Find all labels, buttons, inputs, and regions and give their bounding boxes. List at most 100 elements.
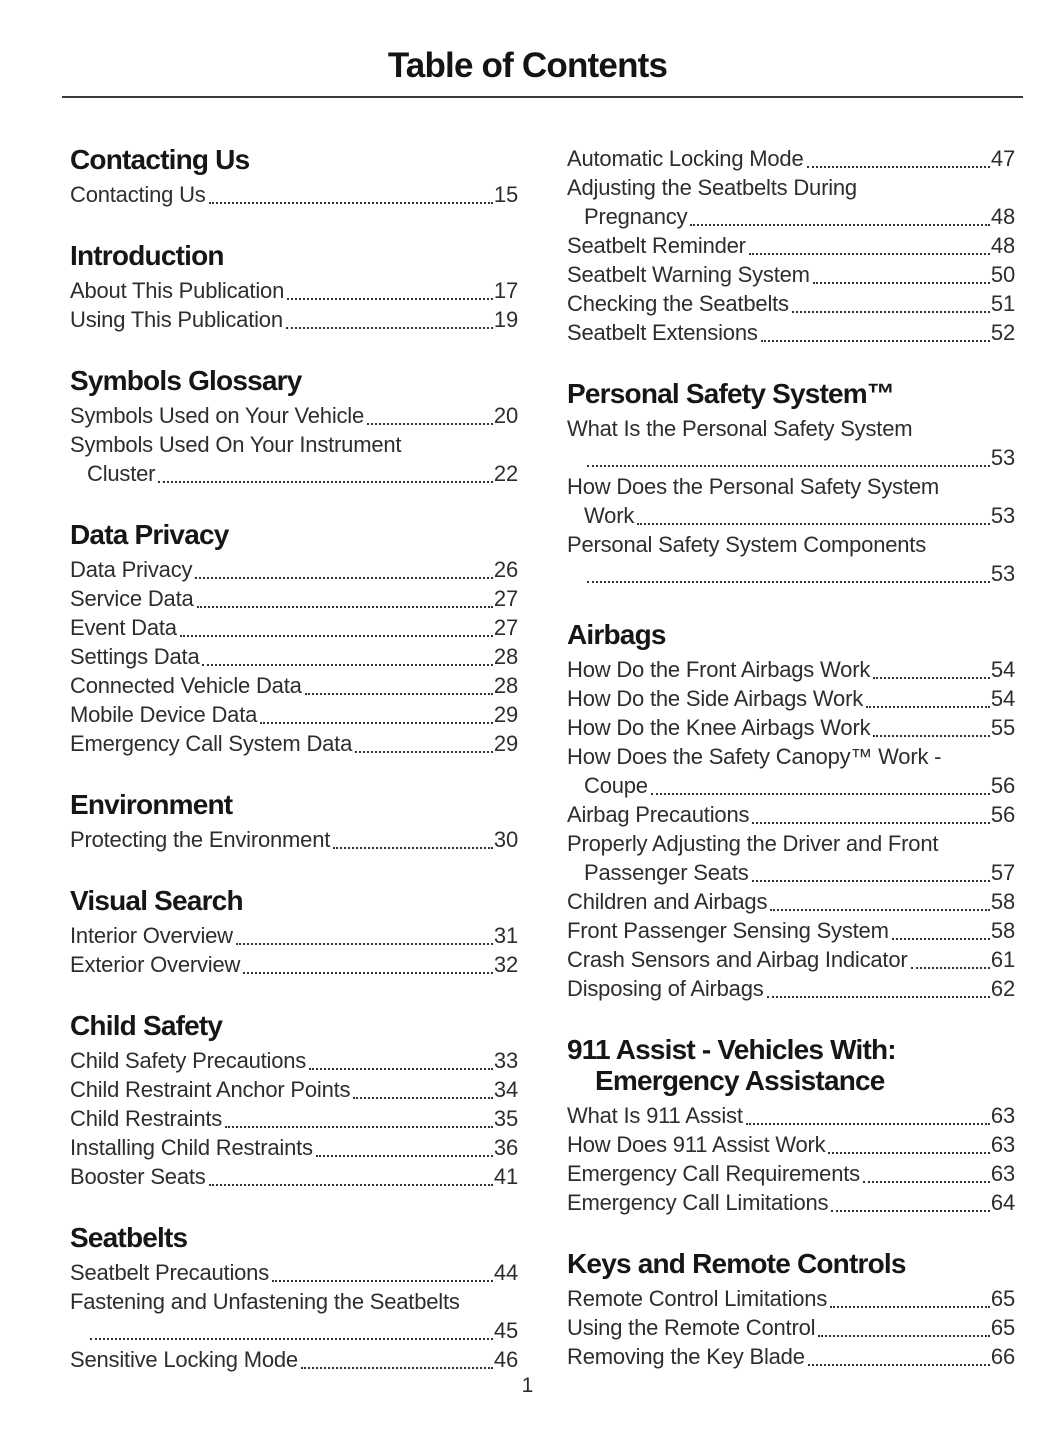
toc-entry-page: 28 [493,644,518,669]
dot-leader [650,793,990,795]
toc-entry-page: 29 [493,731,518,756]
toc-entry-row: Seatbelt Reminder 48 [567,231,1015,260]
section-heading-line: Child Safety [70,1010,223,1041]
toc-entry-page: 36 [493,1135,518,1160]
toc-entry-text: Remote Control Limitations [567,1286,828,1311]
dot-leader [179,635,493,637]
toc-entry: What Is 911 Assist 63 [567,1101,1015,1130]
dot-leader [202,664,493,666]
toc-entry-row: Airbag Precautions 56 [567,800,1015,829]
toc-entry-row: Seatbelt Warning System 50 [567,260,1015,289]
toc-entry-text: How Does 911 Assist Work [567,1132,826,1157]
toc-entry-row: Using the Remote Control 65 [567,1313,1015,1342]
toc-column-right: Automatic Locking Mode 47 Adjusting the Se… [567,144,1015,1405]
toc-entry-row: Protecting the Environment 30 [70,825,518,854]
page-title: Table of Contents [387,46,668,85]
toc-entry-row: About This Publication 17 [70,276,518,305]
toc-entry: Sensitive Locking Mode 46 [70,1345,518,1374]
toc-entry: Using the Remote Control 65 [567,1313,1015,1342]
dot-leader [355,751,493,753]
toc-entry: Crash Sensors and Airbag Indicator 61 [567,945,1015,974]
toc-entry-page: 35 [493,1106,518,1131]
toc-entry-page: 34 [493,1077,518,1102]
toc-entry-row: Using This Publication 19 [70,305,518,334]
toc-entry-row: Child Safety Precautions 33 [70,1046,518,1075]
toc-entry: Symbols Used On Your Instrument Cluster 22 [70,430,518,488]
dot-leader [760,340,990,342]
toc-entry-page: 58 [990,889,1015,914]
toc-entry-text: Seatbelt Extensions [567,320,758,345]
toc-entry-page: 22 [493,461,518,486]
toc-entry-text: Booster Seats [70,1164,206,1189]
toc-section: 911 Assist - Vehicles With: Emergency Ass… [567,1034,1015,1217]
toc-section: Keys and Remote Controls Remote Control L… [567,1248,1015,1371]
toc-entry: Front Passenger Sensing System 58 [567,916,1015,945]
section-heading: Airbags [567,619,1015,650]
section-heading-line: Contacting Us [70,144,250,175]
section-heading-line: Introduction [70,240,225,271]
dot-leader [272,1280,493,1282]
toc-entry-text: Symbols Used on Your Vehicle [70,403,365,428]
dot-leader [243,972,493,974]
toc-entry-row: Service Data 27 [70,584,518,613]
section-heading: Introduction [70,240,518,271]
toc-section: Environment Protecting the Environment 30 [70,789,518,854]
toc-entry-page: 53 [990,445,1015,470]
toc-entry: Settings Data 28 [70,642,518,671]
toc-entry-text: How Does the Personal Safety System [567,474,940,499]
toc-entry: Symbols Used on Your Vehicle 20 [70,401,518,430]
toc-entry-text: Emergency Call Limitations [567,1190,829,1215]
toc-entry-page: 55 [990,715,1015,740]
toc-entry-page: 54 [990,686,1015,711]
toc-entry-row: Connected Vehicle Data 28 [70,671,518,700]
dot-leader [90,1338,493,1340]
toc-entry-row: Emergency Call Limitations 64 [567,1188,1015,1217]
toc-entry: Child Restraint Anchor Points 34 [70,1075,518,1104]
dot-leader [225,1126,493,1128]
toc-entry-text: Coupe [584,773,648,798]
section-heading: Seatbelts [70,1222,518,1253]
toc-entry-text: Interior Overview [70,923,233,948]
toc-entry-page: 62 [990,976,1015,1001]
toc-entry-page: 61 [990,947,1015,972]
dot-leader [891,938,990,940]
toc-entry-text: Settings Data [70,644,200,669]
dot-leader [866,706,990,708]
dot-leader [818,1335,990,1337]
dot-leader [831,1210,990,1212]
toc-entry-text: Event Data [70,615,177,640]
toc-entry: Children and Airbags 58 [567,887,1015,916]
toc-entry-text: Child Restraint Anchor Points [70,1077,351,1102]
dot-leader [208,202,493,204]
toc-entry-text: Front Passenger Sensing System [567,918,889,943]
toc-entry-text: How Do the Front Airbags Work [567,657,871,682]
page-number: 1 [521,1374,534,1397]
toc-entry: Personal Safety System Components 53 [567,530,1015,588]
toc-entry-row: Emergency Call Requirements 63 [567,1159,1015,1188]
dot-leader [766,996,990,998]
toc-entry-text: Connected Vehicle Data [70,673,302,698]
toc-entry-row: 53 [567,443,1015,472]
toc-entry: Emergency Call Requirements 63 [567,1159,1015,1188]
toc-entry-row: Installing Child Restraints 36 [70,1133,518,1162]
dot-leader [353,1097,493,1099]
toc-section: Airbags How Do the Front Airbags Work 54 Ho… [567,619,1015,1003]
toc-entry-row: Mobile Device Data 29 [70,700,518,729]
toc-entry-text: Data Privacy [70,557,193,582]
toc-entry-row: How Do the Front Airbags Work 54 [567,655,1015,684]
toc-entry-text: Removing the Key Blade [567,1344,805,1369]
section-heading-line: Visual Search [70,885,244,916]
section-heading: Child Safety [70,1010,518,1041]
toc-entry-page: 33 [493,1048,518,1073]
section-heading: Environment [70,789,518,820]
toc-entry-page: 63 [990,1103,1015,1128]
toc-entry-text: Automatic Locking Mode [567,146,804,171]
toc-entry-page: 45 [493,1318,518,1343]
toc-entry-text: Child Safety Precautions [70,1048,307,1073]
dot-leader [830,1306,990,1308]
toc-entry: Service Data 27 [70,584,518,613]
toc-entry-text: Emergency Call System Data [70,731,353,756]
toc-entry-page: 19 [493,307,518,332]
toc-columns: Contacting Us Contacting Us 15 Introduction… [70,144,1015,1405]
toc-entry-row: Contacting Us 15 [70,180,518,209]
